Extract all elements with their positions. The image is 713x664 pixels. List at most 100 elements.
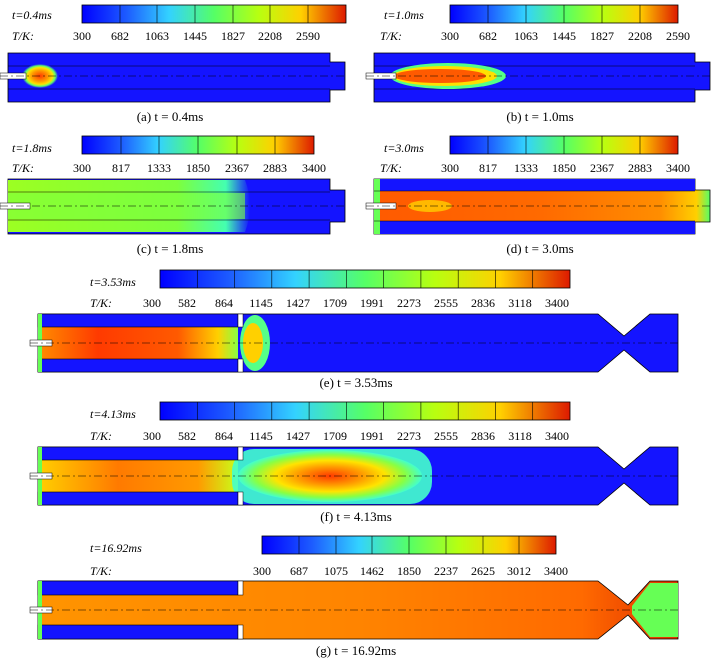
- injector: [0, 202, 31, 210]
- tick-label: 3012: [507, 564, 531, 578]
- tick-label: 1445: [552, 29, 576, 43]
- tick-label: 300: [441, 29, 459, 43]
- colorbar-ticks: 300 582 864 1145 1427 1709 1991 2273 255…: [143, 296, 569, 310]
- tick-label: 2367: [225, 161, 249, 175]
- tick-label: 582: [178, 296, 196, 310]
- time-label: t=1.0ms: [384, 8, 424, 22]
- caption: (e) t = 3.53ms: [319, 375, 392, 390]
- tick-label: 2208: [258, 29, 282, 43]
- tick-label: 2836: [471, 429, 495, 443]
- tick-label: 687: [290, 564, 308, 578]
- tick-label: 2625: [471, 564, 495, 578]
- tick-label: 1445: [183, 29, 207, 43]
- tick-label: 2836: [471, 296, 495, 310]
- tick-label: 1427: [286, 296, 310, 310]
- tick-label: 300: [441, 161, 459, 175]
- tick-label: 300: [143, 429, 161, 443]
- combustor-domain: [7, 52, 346, 103]
- tick-label: 300: [143, 296, 161, 310]
- time-label: t=16.92ms: [90, 541, 142, 555]
- tick-label: 300: [253, 564, 271, 578]
- panel-f: t=4.13ms T/K: 300 582 864 1145 1427 1709…: [29, 401, 680, 524]
- unit-label: T/K:: [380, 161, 402, 175]
- tick-label: 2883: [628, 161, 652, 175]
- colorbar-ticks: 300 582 864 1145 1427 1709 1991 2273 255…: [143, 429, 569, 443]
- tick-label: 864: [215, 296, 233, 310]
- tick-label: 2883: [263, 161, 287, 175]
- tick-label: 864: [215, 429, 233, 443]
- tick-label: 1709: [323, 429, 347, 443]
- tick-label: 1850: [186, 161, 210, 175]
- caption: (b) t = 1.0ms: [506, 109, 573, 124]
- colorbar: [159, 401, 571, 421]
- tick-label: 3400: [545, 296, 569, 310]
- panel-e: t=3.53ms T/K: 300 582 864 1145 1427 1709…: [29, 269, 680, 390]
- panel-d: t=3.0ms T/K: 300 817 1333 1850 2367 2883…: [365, 135, 711, 256]
- tick-label: 817: [479, 161, 497, 175]
- tick-label: 2555: [434, 296, 458, 310]
- panel-c: t=1.8ms T/K: 300 817 1333 1850 2367 2883…: [0, 135, 346, 256]
- tick-label: 2273: [397, 429, 421, 443]
- tick-label: 3400: [544, 564, 568, 578]
- tick-label: 3400: [666, 161, 690, 175]
- caption: (d) t = 3.0ms: [506, 241, 573, 256]
- unit-label: T/K:: [90, 429, 112, 443]
- tick-label: 300: [73, 161, 91, 175]
- unit-label: T/K:: [12, 161, 34, 175]
- tick-label: 682: [111, 29, 129, 43]
- tick-label: 3400: [545, 429, 569, 443]
- time-label: t=0.4ms: [12, 8, 52, 22]
- tick-label: 1709: [323, 296, 347, 310]
- time-label: t=4.13ms: [90, 407, 136, 421]
- unit-label: T/K:: [90, 564, 112, 578]
- unit-label: T/K:: [90, 296, 112, 310]
- caption: (f) t = 4.13ms: [320, 509, 392, 524]
- colorbar: [81, 4, 347, 24]
- tick-label: 2273: [397, 296, 421, 310]
- tick-label: 1145: [249, 429, 273, 443]
- hot-zone: [394, 69, 486, 83]
- tick-label: 1462: [360, 564, 384, 578]
- tick-label: 2590: [296, 29, 320, 43]
- tick-label: 1063: [514, 29, 538, 43]
- tick-label: 1333: [514, 161, 538, 175]
- tick-label: 2208: [628, 29, 652, 43]
- tick-label: 1075: [324, 564, 348, 578]
- tick-label: 682: [479, 29, 497, 43]
- unit-label: T/K:: [380, 29, 402, 43]
- tick-label: 300: [73, 29, 91, 43]
- colorbar-ticks: 300 817 1333 1850 2367 2883 3400: [441, 161, 690, 175]
- tick-label: 1333: [147, 161, 171, 175]
- colorbar-ticks: 300 682 1063 1445 1827 2208 2590: [441, 29, 690, 43]
- tick-label: 582: [178, 429, 196, 443]
- tick-label: 3118: [508, 296, 532, 310]
- tick-label: 1991: [360, 296, 384, 310]
- tick-label: 3118: [508, 429, 532, 443]
- tick-label: 1145: [249, 296, 273, 310]
- time-label: t=3.0ms: [384, 141, 424, 155]
- colorbar-ticks: 300 687 1075 1462 1850 2237 2625 3012 34…: [253, 564, 568, 578]
- tick-label: 1063: [145, 29, 169, 43]
- tick-label: 2590: [666, 29, 690, 43]
- tick-label: 817: [112, 161, 130, 175]
- colorbar-ticks: 300 682 1063 1445 1827 2208 2590: [73, 29, 320, 43]
- panel-a: t=0.4ms T/K: 300 682 1063 1445 1827 2208…: [0, 4, 347, 124]
- colorbar-ticks: 300 817 1333 1850 2367 2883 3400: [73, 161, 326, 175]
- tick-label: 2555: [434, 429, 458, 443]
- caption: (g) t = 16.92ms: [316, 643, 396, 658]
- tick-label: 1850: [552, 161, 576, 175]
- tick-label: 1827: [221, 29, 245, 43]
- caption: (a) t = 0.4ms: [137, 109, 204, 124]
- time-label: t=1.8ms: [12, 141, 52, 155]
- colorbar: [159, 269, 571, 289]
- tick-label: 1827: [590, 29, 614, 43]
- tick-label: 1850: [397, 564, 421, 578]
- unit-label: T/K:: [12, 29, 34, 43]
- tick-label: 1427: [286, 429, 310, 443]
- tick-label: 2367: [590, 161, 614, 175]
- tick-label: 3400: [302, 161, 326, 175]
- tick-label: 1991: [360, 429, 384, 443]
- panel-g: t=16.92ms T/K: 300 687 1075 1462 1850 22…: [29, 535, 680, 658]
- tick-label: 2237: [434, 564, 458, 578]
